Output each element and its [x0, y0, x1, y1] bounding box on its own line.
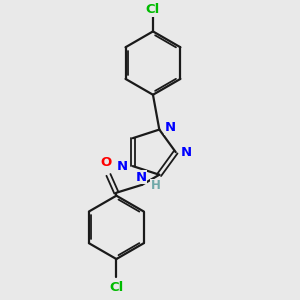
- Text: Cl: Cl: [109, 281, 124, 294]
- Text: N: N: [136, 171, 147, 184]
- Text: N: N: [117, 160, 128, 172]
- Text: N: N: [181, 146, 192, 159]
- Text: H: H: [151, 179, 161, 192]
- Text: N: N: [164, 121, 175, 134]
- Text: O: O: [101, 156, 112, 169]
- Text: Cl: Cl: [146, 3, 160, 16]
